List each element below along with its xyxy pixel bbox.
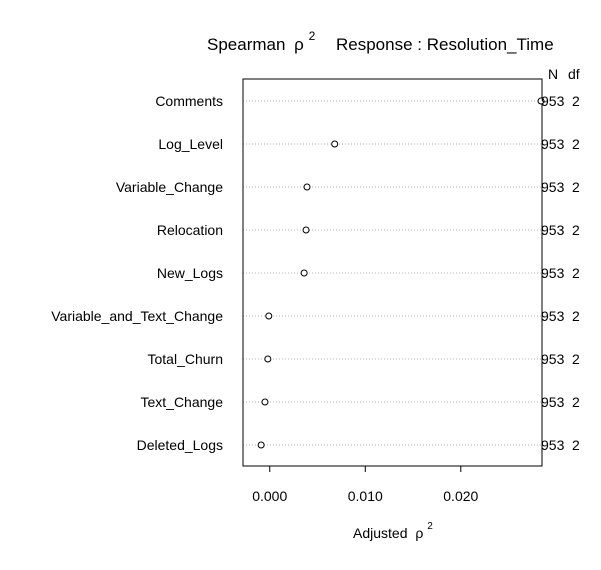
row-label: Text_Change [140, 394, 223, 410]
right-values: 953 2 953 2 953 2 953 2 953 2 953 2 953 2 953 2 953 2 [541, 93, 580, 453]
row-n-value: 953 [541, 179, 565, 195]
row-df-value: 2 [572, 437, 580, 453]
title-left-symbol: ρ [294, 35, 304, 54]
chart-title: Spearman ρ 2 Response : Resolution_Time [207, 25, 554, 54]
x-tick-label: 0.010 [348, 488, 383, 504]
data-point [537, 97, 545, 105]
row-n-value: 953 [541, 93, 565, 109]
plot-frame [242, 78, 543, 467]
row-label: Total_Churn [148, 351, 224, 367]
data-point [300, 269, 308, 277]
title-left-superscript: 2 [309, 29, 316, 43]
x-tick-label: 0.020 [443, 488, 478, 504]
row-n-value: 953 [541, 308, 565, 324]
row-label: Deleted_Logs [137, 437, 223, 453]
x-axis: 0.000 0.010 0.020 [252, 466, 479, 504]
row-df-value: 2 [572, 351, 580, 367]
row-label: Variable_Change [116, 179, 223, 195]
row-label: Log_Level [158, 136, 223, 152]
title-right-text: Response : Resolution_Time [336, 35, 554, 54]
row-df-value: 2 [572, 394, 580, 410]
row-df-value: 2 [572, 265, 580, 281]
row-label: New_Logs [157, 265, 223, 281]
grid-lines [243, 100, 542, 446]
x-axis-label-text: Adjusted [353, 525, 407, 541]
row-label: Variable_and_Text_Change [51, 308, 223, 324]
row-df-value: 2 [572, 222, 580, 238]
data-points [257, 97, 545, 449]
data-point [264, 355, 272, 363]
data-point [265, 312, 273, 320]
row-df-value: 2 [572, 136, 580, 152]
data-point [331, 140, 339, 148]
data-point [257, 441, 265, 449]
header-n: N [548, 66, 558, 82]
data-point [303, 183, 311, 191]
x-tick-label: 0.000 [252, 488, 287, 504]
row-n-value: 953 [541, 136, 565, 152]
x-axis-label-superscript: 2 [427, 521, 433, 532]
data-point [261, 398, 269, 406]
x-axis-label: Adjusted ρ 2 [353, 521, 433, 541]
row-label: Comments [155, 93, 223, 109]
row-n-value: 953 [541, 222, 565, 238]
row-df-value: 2 [572, 308, 580, 324]
row-label: Relocation [157, 222, 223, 238]
header-df: df [568, 66, 580, 82]
title-left-text: Spearman [207, 35, 285, 54]
row-df-value: 2 [572, 93, 580, 109]
row-n-value: 953 [541, 437, 565, 453]
row-n-value: 953 [541, 265, 565, 281]
row-n-value: 953 [541, 351, 565, 367]
x-axis-label-symbol: ρ [415, 525, 423, 541]
row-n-value: 953 [541, 394, 565, 410]
row-labels: Comments Log_Level Variable_Change Relocati… [51, 93, 223, 453]
row-df-value: 2 [572, 179, 580, 195]
data-point [302, 226, 310, 234]
